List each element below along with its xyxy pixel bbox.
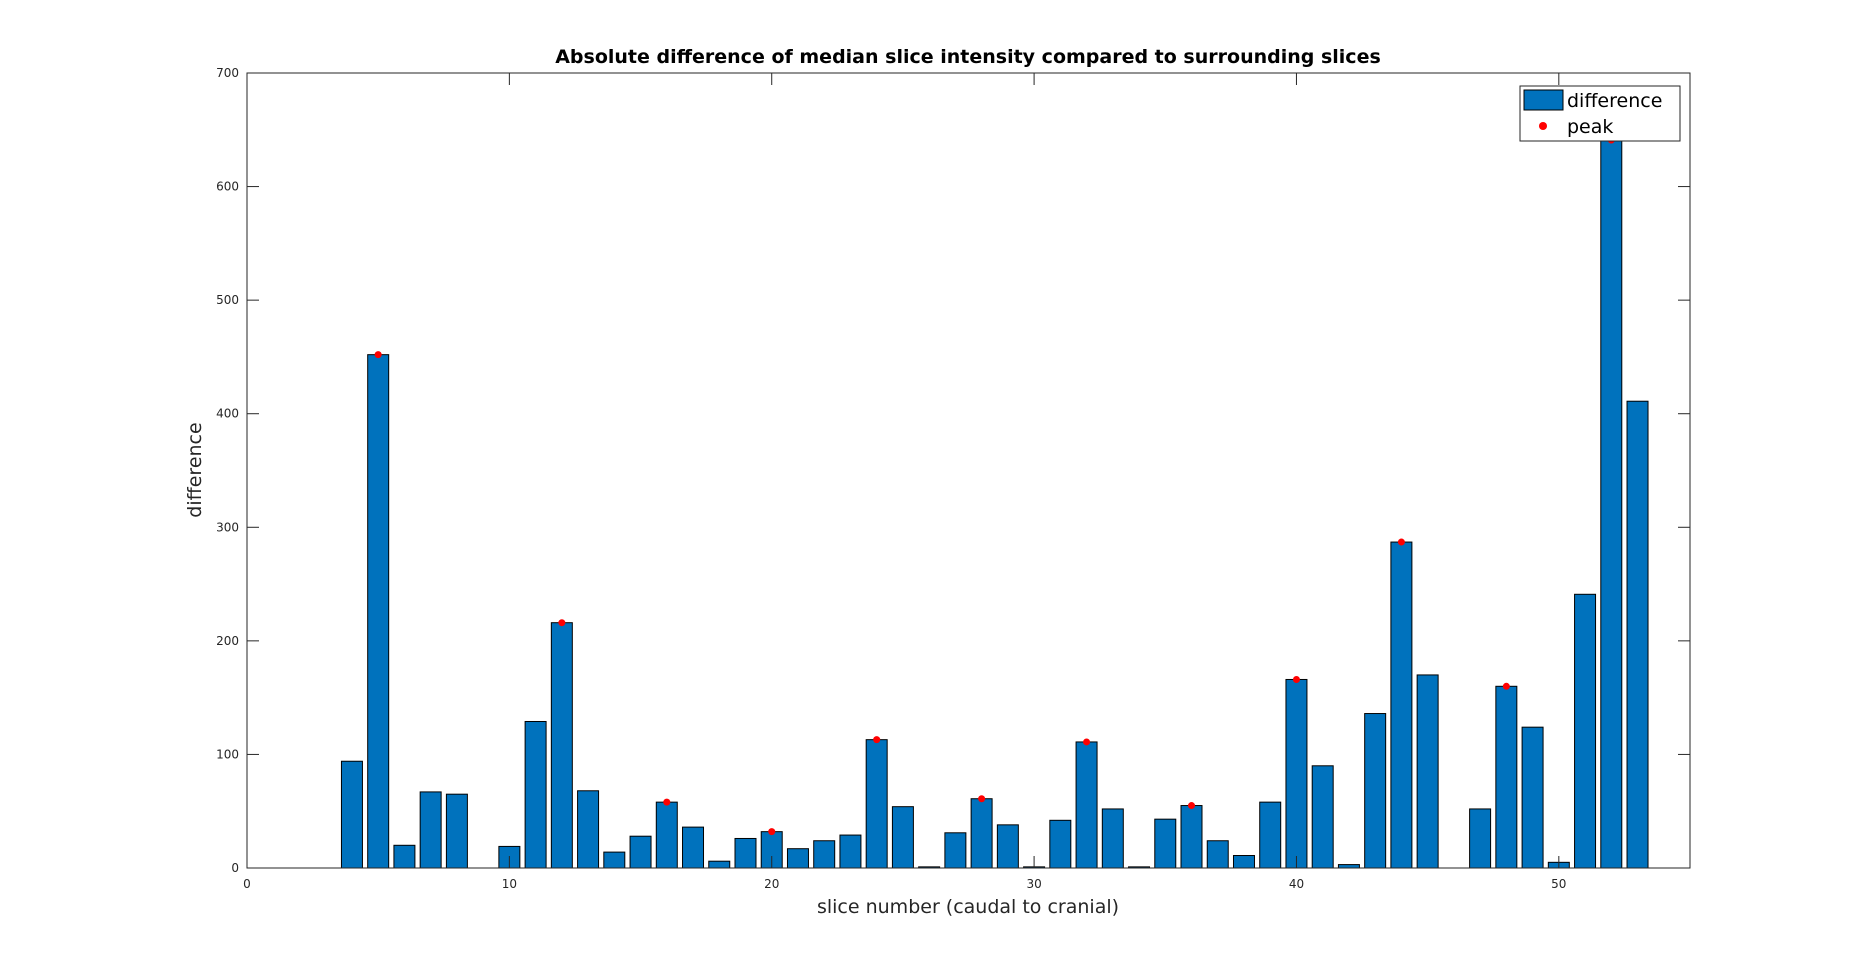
bar bbox=[970, 798, 993, 869]
x-tick-label: 20 bbox=[764, 877, 779, 891]
bar bbox=[1521, 726, 1544, 869]
peak-marker bbox=[558, 619, 566, 627]
y-tick-label: 700 bbox=[216, 66, 239, 80]
bar bbox=[1049, 819, 1072, 869]
peak-marker bbox=[663, 798, 671, 806]
bar bbox=[1259, 801, 1282, 869]
y-axis-label: difference bbox=[184, 422, 206, 517]
bar bbox=[1101, 808, 1124, 869]
x-tick-label: 0 bbox=[243, 877, 251, 891]
legend-swatch-difference bbox=[1523, 89, 1564, 111]
peak-marker bbox=[978, 795, 986, 803]
peak-marker bbox=[1083, 738, 1091, 746]
bar bbox=[708, 860, 731, 869]
peak-marker bbox=[374, 351, 382, 359]
bar bbox=[1495, 685, 1518, 869]
bar bbox=[944, 832, 967, 869]
bar bbox=[996, 824, 1019, 869]
bar bbox=[445, 793, 468, 869]
bar bbox=[1364, 713, 1387, 869]
x-axis: 0 10 20 30 40 50 bbox=[243, 73, 1566, 891]
bar bbox=[629, 835, 652, 869]
bar bbox=[1390, 541, 1413, 869]
bar bbox=[734, 837, 757, 869]
bar bbox=[524, 720, 547, 869]
legend-label-peak: peak bbox=[1567, 116, 1613, 138]
bar bbox=[813, 840, 836, 869]
bar bbox=[1180, 805, 1203, 869]
peak-marker bbox=[768, 828, 776, 836]
peak-marker bbox=[1397, 538, 1405, 546]
bar bbox=[1285, 678, 1308, 869]
peak-marker bbox=[873, 736, 881, 744]
y-tick-label: 100 bbox=[216, 747, 239, 761]
y-tick-label: 200 bbox=[216, 634, 239, 648]
bar bbox=[1600, 139, 1623, 869]
y-tick-label: 600 bbox=[216, 180, 239, 194]
y-axis: 0 100 200 300 400 500 600 700 bbox=[216, 66, 1690, 875]
x-tick-label: 50 bbox=[1551, 877, 1566, 891]
bar bbox=[1626, 400, 1649, 869]
legend-label-difference: difference bbox=[1567, 90, 1662, 112]
axes-box bbox=[246, 72, 1691, 869]
peaks-layer bbox=[374, 136, 1615, 836]
plot-area bbox=[247, 73, 1690, 868]
y-tick-label: 300 bbox=[216, 520, 239, 534]
bar bbox=[603, 851, 626, 869]
bar bbox=[1311, 765, 1334, 869]
bar bbox=[577, 790, 600, 869]
bar bbox=[682, 826, 705, 869]
bar bbox=[550, 622, 573, 869]
bar bbox=[393, 844, 416, 869]
peak-marker bbox=[1502, 682, 1510, 690]
peak-marker bbox=[1292, 675, 1300, 683]
bar bbox=[1232, 855, 1255, 869]
bar bbox=[419, 791, 442, 869]
bar bbox=[786, 848, 809, 869]
bar bbox=[1416, 674, 1439, 869]
bar bbox=[891, 806, 914, 869]
legend-marker-peak bbox=[1539, 122, 1547, 130]
bar bbox=[839, 834, 862, 869]
x-axis-label: slice number (caudal to cranial) bbox=[817, 896, 1119, 918]
bar bbox=[1337, 864, 1360, 869]
x-tick-label: 30 bbox=[1026, 877, 1041, 891]
bar bbox=[1075, 741, 1098, 869]
bar bbox=[340, 760, 363, 869]
bar bbox=[1574, 593, 1597, 869]
y-tick-label: 500 bbox=[216, 293, 239, 307]
bar bbox=[1469, 808, 1492, 869]
x-tick-label: 40 bbox=[1289, 877, 1304, 891]
x-tick-label: 10 bbox=[502, 877, 517, 891]
bar bbox=[1206, 840, 1229, 869]
y-tick-label: 400 bbox=[216, 407, 239, 421]
bar bbox=[655, 801, 678, 869]
chart-title: Absolute difference of median slice inte… bbox=[555, 46, 1381, 68]
bar bbox=[367, 354, 390, 869]
bars-layer bbox=[340, 139, 1649, 869]
legend: difference peak bbox=[1519, 85, 1681, 142]
bar bbox=[1154, 818, 1177, 869]
bar bbox=[865, 739, 888, 869]
y-tick-label: 0 bbox=[231, 861, 239, 875]
peak-marker bbox=[1188, 802, 1196, 810]
